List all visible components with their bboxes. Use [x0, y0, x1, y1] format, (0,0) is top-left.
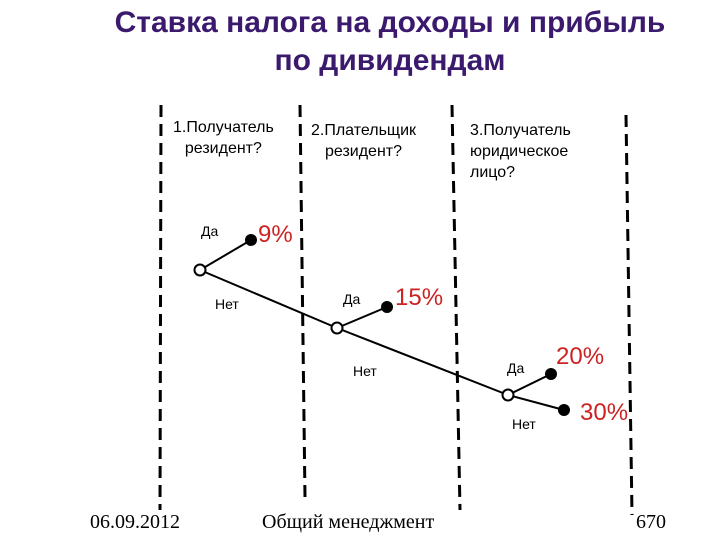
yes-label-2: Да: [343, 291, 360, 307]
no-branch-2: [336, 327, 509, 396]
rate-20: 20%: [556, 343, 604, 370]
rate-15: 15%: [395, 284, 443, 311]
decision-node-1: [193, 263, 207, 277]
decision-node-2: [330, 321, 344, 335]
title-line-1: Ставка налога на доходы и прибыль: [114, 6, 666, 39]
question-2-line-2: резидент?: [325, 143, 403, 160]
question-2-line-1: 2.Плательщик: [311, 122, 417, 139]
result-node-20: [545, 368, 557, 380]
yes-label-1: Да: [201, 223, 218, 239]
question-3-line-3: лицо?: [470, 164, 516, 181]
separator-line-4: [624, 114, 634, 516]
rate-30: 30%: [580, 399, 628, 426]
rate-9: 9%: [258, 221, 293, 248]
separator-line-1: [158, 104, 163, 511]
question-1-line-1: 1.Получатель: [173, 119, 274, 136]
no-label-2: Нет: [353, 363, 377, 379]
separator-line-2: [298, 104, 307, 499]
footer-subject: Общий менеджмент: [262, 511, 435, 533]
yes-branch-1: [199, 239, 252, 271]
yes-branch-3: [507, 373, 552, 396]
decision-node-3: [501, 388, 515, 402]
no-label-3: Нет: [512, 416, 536, 432]
yes-branch-2: [336, 306, 388, 329]
yes-label-3: Да: [507, 360, 524, 376]
result-node-30: [558, 404, 570, 416]
question-3-line-1: 3.Получатель: [470, 122, 571, 139]
title-line-2: по дивидендам: [274, 44, 506, 77]
no-branch-3: [507, 394, 565, 411]
result-node-9: [245, 234, 257, 246]
question-1: 1.Получатель резидент?: [173, 117, 274, 159]
no-branch-1: [199, 269, 338, 329]
question-2: 2.Плательщик резидент?: [311, 120, 416, 162]
question-3-line-2: юридическое: [470, 143, 569, 160]
footer-page-number: 670: [636, 511, 666, 533]
footer-date: 06.09.2012: [90, 511, 180, 533]
page-title: Ставка налога на доходы и прибыль по див…: [60, 4, 720, 80]
result-node-15: [381, 301, 393, 313]
question-1-line-2: резидент?: [184, 140, 262, 157]
question-3: 3.Получатель юридическое лицо?: [470, 120, 571, 183]
separator-line-3: [450, 104, 462, 511]
no-label-1: Нет: [215, 296, 239, 312]
